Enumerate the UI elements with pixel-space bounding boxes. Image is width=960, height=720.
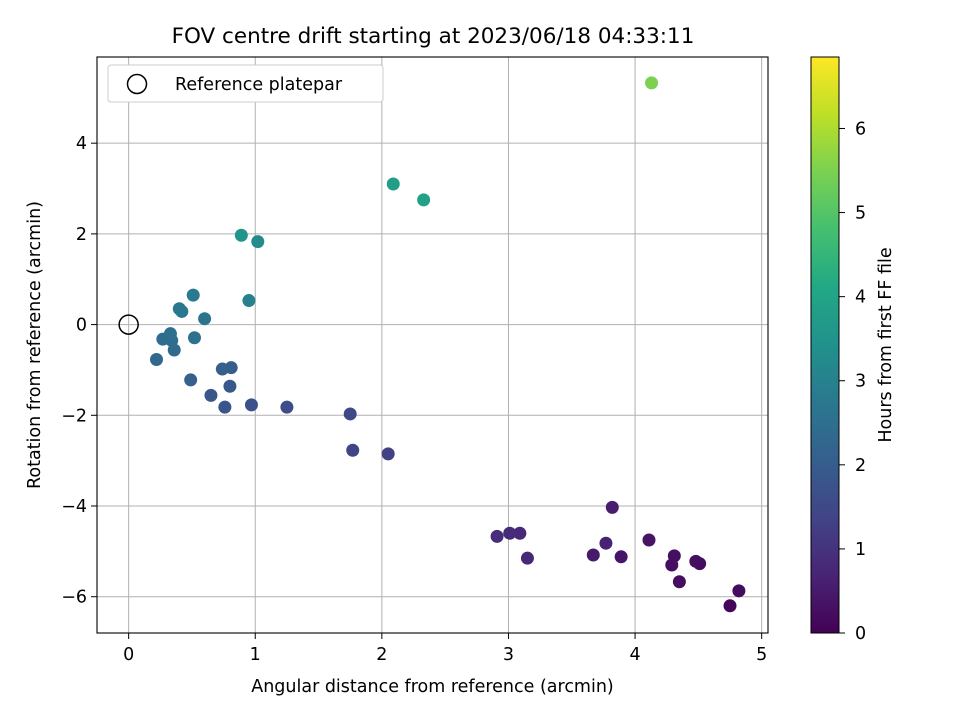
data-points xyxy=(150,76,746,613)
scatter-point xyxy=(689,554,703,568)
x-tick-label: 1 xyxy=(250,645,261,665)
scatter-point xyxy=(723,599,737,613)
x-tick-label: 5 xyxy=(756,645,767,665)
colorbar-tick-label: 5 xyxy=(855,204,866,224)
scatter-point xyxy=(234,228,248,242)
scatter-point xyxy=(218,400,232,414)
y-tick-label: 4 xyxy=(76,134,87,154)
scatter-point xyxy=(244,398,258,412)
scatter-point xyxy=(672,575,686,589)
colorbar-tick-label: 2 xyxy=(855,456,866,476)
y-tick-label: −4 xyxy=(61,497,87,517)
scatter-point xyxy=(667,549,681,563)
scatter-point xyxy=(381,447,395,461)
scatter-point xyxy=(280,400,294,414)
y-tick-label: 0 xyxy=(76,316,87,336)
scatter-point xyxy=(642,533,656,547)
scatter-point xyxy=(605,500,619,514)
scatter-point xyxy=(732,584,746,598)
y-tick-label: −6 xyxy=(61,588,87,608)
scatter-point xyxy=(186,288,200,302)
grid-lines xyxy=(97,57,768,633)
colorbar-gradient xyxy=(810,56,840,634)
reference-point-marker xyxy=(118,314,139,335)
scatter-point xyxy=(184,373,198,387)
legend-box xyxy=(107,64,384,103)
colorbar-tick-label: 3 xyxy=(855,372,866,392)
colorbar-tick-label: 0 xyxy=(855,624,866,644)
scatter-point xyxy=(187,331,201,345)
scatter-point xyxy=(172,302,186,316)
x-tick-label: 4 xyxy=(629,645,640,665)
scatter-point xyxy=(503,526,517,540)
scatter-point xyxy=(513,526,527,540)
scatter-point xyxy=(215,362,229,376)
scatter-point xyxy=(520,551,534,565)
y-tick-label: 2 xyxy=(76,225,87,245)
scatter-point xyxy=(645,76,659,90)
legend-marker-icon xyxy=(126,73,148,95)
colorbar-label: Hours from first FF file xyxy=(876,247,896,442)
legend-entry-label: Reference platepar xyxy=(175,75,343,95)
y-axis-ticks: −6 −4 −2 0 2 4 xyxy=(61,134,97,608)
scatter-point xyxy=(163,327,177,341)
plot-area xyxy=(97,57,768,633)
colorbar-tick-label: 4 xyxy=(855,288,866,308)
scatter-point xyxy=(223,379,237,393)
legend: Reference platepar xyxy=(107,64,384,103)
colorbar-tick-label: 6 xyxy=(855,119,866,139)
scatter-point xyxy=(150,353,164,367)
scatter-point xyxy=(386,177,400,191)
x-tick-label: 3 xyxy=(503,645,514,665)
scatter-point xyxy=(242,294,256,308)
colorbar: 0 1 2 3 4 5 6 Hours from first FF file xyxy=(810,56,896,644)
x-tick-label: 0 xyxy=(123,645,134,665)
y-tick-label: −2 xyxy=(61,406,87,426)
scatter-point xyxy=(614,550,628,564)
plot-frame xyxy=(96,56,769,634)
scatter-point xyxy=(417,193,431,207)
scatter-point xyxy=(490,529,504,543)
scatter-point xyxy=(251,235,265,249)
scatter-point xyxy=(343,407,357,421)
x-axis-ticks: 0 1 2 3 4 5 xyxy=(123,633,767,665)
colorbar-ticks: 0 1 2 3 4 5 6 xyxy=(839,119,866,644)
scatter-point xyxy=(586,548,600,562)
colorbar-tick-label: 1 xyxy=(855,540,866,560)
y-axis-label: Rotation from reference (arcmin) xyxy=(25,201,45,489)
scatter-point xyxy=(599,536,613,550)
scatter-point xyxy=(198,312,212,326)
scatter-point xyxy=(204,388,218,402)
scatter-point xyxy=(346,443,360,457)
x-axis-label: Angular distance from reference (arcmin) xyxy=(251,677,614,697)
chart-title: FOV centre drift starting at 2023/06/18 … xyxy=(172,24,695,49)
x-tick-label: 2 xyxy=(376,645,387,665)
